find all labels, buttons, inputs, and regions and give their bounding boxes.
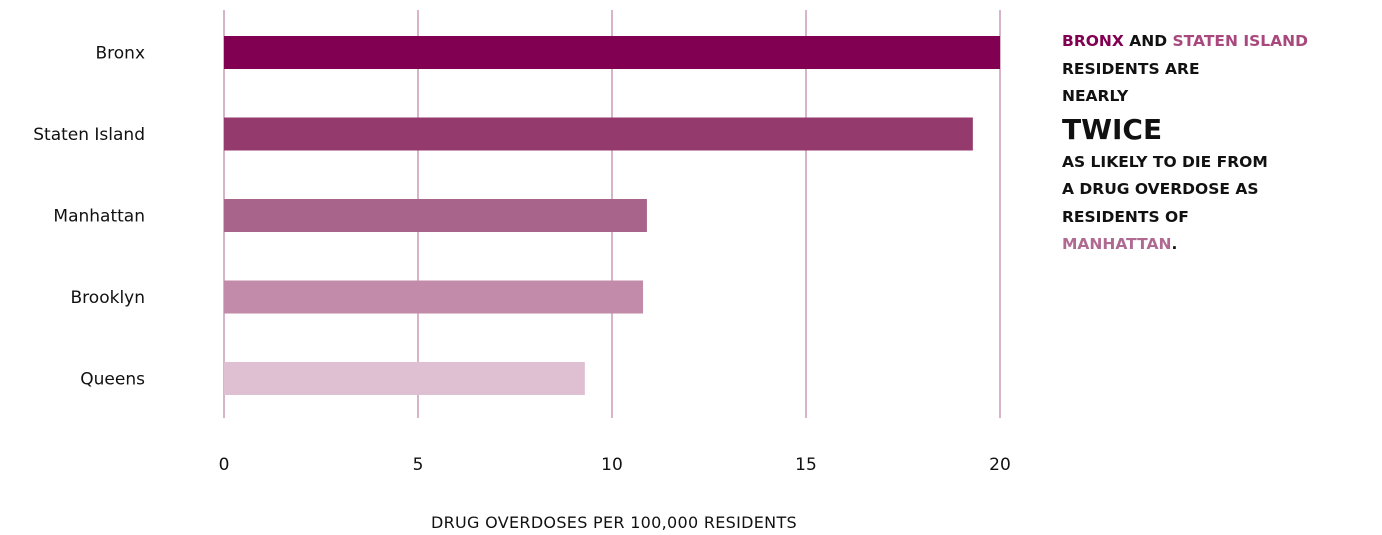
bar-bronx (224, 36, 1000, 69)
x-tick-label-5: 5 (413, 455, 424, 475)
x-tick-labels: 0 5 10 15 20 (219, 455, 1011, 475)
annotation-and: AND (1123, 32, 1173, 50)
annotation-staten-island: STATEN ISLAND (1172, 32, 1309, 50)
annotation-line-1: BRONX AND STATEN ISLAND (1062, 28, 1372, 56)
category-label-staten-island: Staten Island (33, 125, 145, 145)
annotation-bronx: BRONX (1062, 32, 1124, 50)
bar-staten-island (224, 117, 973, 151)
x-tick-label-20: 20 (989, 455, 1011, 475)
category-label-manhattan: Manhattan (53, 207, 145, 227)
category-label-queens: Queens (80, 370, 145, 390)
annotation-emphasis: TWICE (1062, 112, 1163, 146)
bar-brooklyn (224, 280, 644, 314)
bar-manhattan (224, 199, 647, 232)
x-axis-title: DRUG OVERDOSES PER 100,000 RESIDENTS (431, 513, 797, 532)
annotation-line-7: RESIDENTS OF (1062, 207, 1189, 226)
annotation-line-2: RESIDENTS ARE (1062, 59, 1200, 78)
x-tick-label-15: 15 (795, 455, 817, 475)
annotation-line-3: NEARLY (1062, 87, 1129, 105)
annotation-manhattan: MANHATTAN (1062, 235, 1172, 253)
annotation-text: BRONX AND STATEN ISLAND RESIDENTS ARE NE… (1062, 28, 1372, 259)
bar-queens (224, 362, 585, 395)
category-label-brooklyn: Brooklyn (71, 288, 145, 308)
bars (224, 36, 1000, 395)
annotation-line-5: AS LIKELY TO DIE FROM (1062, 152, 1268, 171)
x-tick-label-10: 10 (601, 455, 623, 475)
category-labels: Bronx Staten Island Manhattan Brooklyn Queen… (33, 44, 145, 390)
annotation-line-8: MANHATTAN. (1062, 231, 1372, 259)
annotation-period: . (1171, 235, 1178, 253)
annotation-line-6: A DRUG OVERDOSE AS (1062, 180, 1259, 198)
bar-chart: Bronx Staten Island Manhattan Brooklyn Queen… (33, 10, 1011, 532)
category-label-bronx: Bronx (95, 44, 145, 64)
x-tick-label-0: 0 (219, 455, 230, 475)
